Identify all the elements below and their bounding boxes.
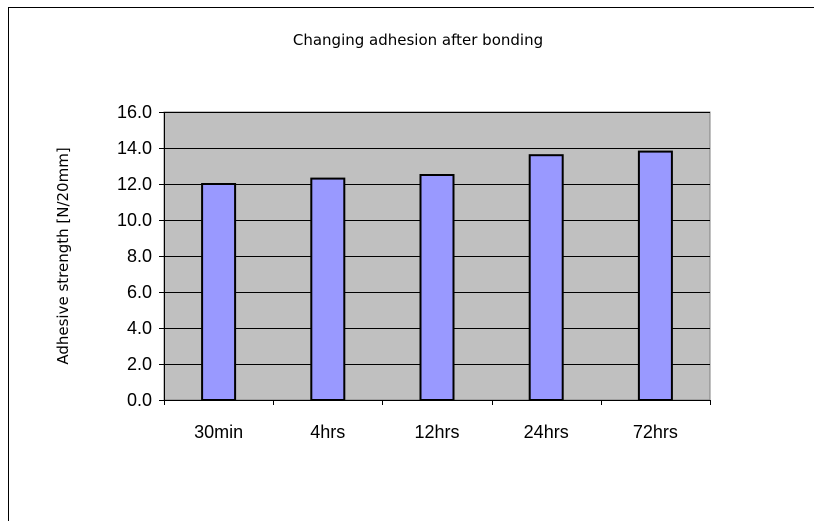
bar-30min	[201, 183, 237, 401]
y-tick-label: 8.0	[127, 246, 152, 266]
x-tick-label: 30min	[194, 422, 243, 442]
x-axis: 30min 4hrs 12hrs 24hrs 72hrs	[164, 400, 711, 442]
y-tick-label: 0.0	[127, 390, 152, 410]
bars	[201, 150, 673, 401]
x-tick-label: 12hrs	[414, 422, 459, 442]
y-tick-label: 16.0	[117, 102, 152, 122]
bar-4hrs	[310, 177, 346, 401]
y-tick-label: 4.0	[127, 318, 152, 338]
bar-12hrs	[419, 174, 455, 401]
chart-frame	[8, 7, 814, 521]
y-tick-label: 2.0	[127, 354, 152, 374]
y-tick-label: 14.0	[117, 138, 152, 158]
x-tick-label: 4hrs	[310, 422, 345, 442]
chart-title: Changing adhesion after bonding	[293, 31, 543, 49]
x-tick-label: 24hrs	[524, 422, 569, 442]
bar-24hrs	[528, 154, 564, 401]
y-tick-label: 6.0	[127, 282, 152, 302]
y-tick-label: 12.0	[117, 174, 152, 194]
y-axis-label: Adhesive strength [N/20mm]	[54, 147, 72, 364]
y-axis: 0.0 2.0 4.0 6.0 8.0 10.0 12.0 14.0 16.0	[117, 102, 165, 410]
y-tick-label: 10.0	[117, 210, 152, 230]
bar-72hrs	[637, 150, 673, 401]
x-tick-label: 72hrs	[633, 422, 678, 442]
